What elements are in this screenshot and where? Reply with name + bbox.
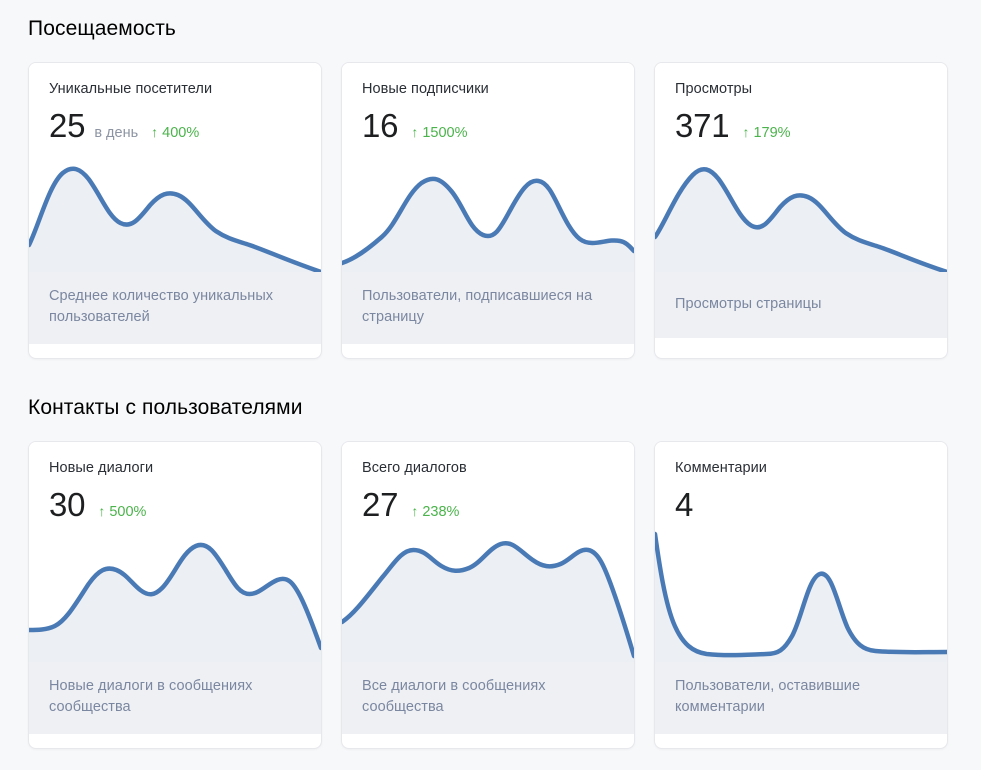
card-delta-value: 179%	[753, 125, 791, 141]
section-attendance: Посещаемость Уникальные посетители 25 в …	[28, 16, 953, 359]
card-footer: Среднее количество уникальных пользовате…	[29, 272, 321, 344]
section-title-user-contacts: Контакты с пользователями	[28, 396, 303, 419]
arrow-up-icon: ↑	[411, 124, 419, 140]
card-delta-total-dialogs: ↑ 238%	[411, 502, 459, 521]
stat-card-views[interactable]: Просмотры 371 ↑ 179%	[654, 62, 948, 359]
card-delta-value: 400%	[162, 125, 200, 141]
card-caption-comments: Пользователи, оставившие комментарии	[675, 678, 861, 715]
card-title-views: Просмотры	[675, 81, 753, 97]
card-value-new-subscribers: 16	[362, 107, 399, 144]
arrow-up-icon: ↑	[411, 503, 419, 519]
sparkline-new-subscribers	[342, 147, 634, 272]
card-title-comments: Комментарии	[675, 460, 767, 476]
arrow-up-icon: ↑	[151, 124, 159, 140]
sparkline-views	[655, 147, 947, 272]
card-value-row: 30 ↑ 500%	[49, 486, 301, 524]
card-value-total-dialogs: 27	[362, 486, 399, 523]
card-value-row: 25 в день ↑ 400%	[49, 107, 301, 145]
card-title-total-dialogs: Всего диалогов	[362, 460, 467, 476]
stat-card-total-dialogs[interactable]: Всего диалогов 27 ↑ 238%	[341, 441, 635, 749]
card-header: Новые подписчики 16 ↑ 1500%	[342, 63, 634, 145]
card-value-views: 371	[675, 107, 730, 144]
arrow-up-icon: ↑	[98, 503, 106, 519]
card-caption-unique-visitors: Среднее количество уникальных пользовате…	[49, 288, 274, 325]
card-header: Просмотры 371 ↑ 179%	[655, 63, 947, 145]
card-value-row: 4	[675, 486, 927, 524]
attendance-cards-row: Уникальные посетители 25 в день ↑ 400%	[28, 62, 953, 359]
sparkline-comments	[655, 526, 947, 662]
card-delta-unique-visitors: ↑ 400%	[151, 123, 199, 142]
section-title-attendance: Посещаемость	[28, 17, 176, 40]
card-caption-total-dialogs: Все диалоги в сообщениях сообщества	[362, 678, 546, 715]
card-footer: Пользователи, подписавшиеся на страницу	[342, 272, 634, 344]
card-delta-new-subscribers: ↑ 1500%	[411, 123, 467, 142]
card-caption-new-dialogs: Новые диалоги в сообщениях сообщества	[49, 678, 253, 715]
card-value-new-dialogs: 30	[49, 486, 86, 523]
card-footer: Просмотры страницы	[655, 272, 947, 338]
card-delta-value: 238%	[422, 504, 460, 520]
card-title-new-dialogs: Новые диалоги	[49, 460, 154, 476]
card-delta-value: 500%	[109, 504, 147, 520]
card-value-comments: 4	[675, 486, 694, 523]
user-contacts-cards-row: Новые диалоги 30 ↑ 500%	[28, 441, 953, 749]
card-title-unique-visitors: Уникальные посетители	[49, 81, 213, 97]
card-header: Комментарии 4	[655, 442, 947, 524]
card-caption-new-subscribers: Пользователи, подписавшиеся на страницу	[362, 288, 593, 325]
card-delta-value: 1500%	[422, 125, 468, 141]
sparkline-total-dialogs	[342, 526, 634, 662]
sparkline-unique-visitors	[29, 147, 321, 272]
card-value-row: 371 ↑ 179%	[675, 107, 927, 145]
card-footer: Пользователи, оставившие комментарии	[655, 662, 947, 734]
card-value-unique-visitors: 25	[49, 107, 86, 144]
sparkline-new-dialogs	[29, 526, 321, 662]
section-user-contacts: Контакты с пользователями Новые диалоги …	[28, 395, 953, 749]
card-footer: Новые диалоги в сообщениях сообщества	[29, 662, 321, 734]
card-header: Всего диалогов 27 ↑ 238%	[342, 442, 634, 524]
card-title-new-subscribers: Новые подписчики	[362, 81, 489, 97]
card-header: Новые диалоги 30 ↑ 500%	[29, 442, 321, 524]
arrow-up-icon: ↑	[742, 124, 750, 140]
stat-card-unique-visitors[interactable]: Уникальные посетители 25 в день ↑ 400%	[28, 62, 322, 359]
card-unit-unique-visitors: в день	[94, 125, 139, 141]
card-value-row: 16 ↑ 1500%	[362, 107, 614, 145]
card-delta-views: ↑ 179%	[742, 123, 790, 142]
stat-card-comments[interactable]: Комментарии 4 Пользователи, оставившие к…	[654, 441, 948, 749]
stat-card-new-dialogs[interactable]: Новые диалоги 30 ↑ 500%	[28, 441, 322, 749]
card-footer: Все диалоги в сообщениях сообщества	[342, 662, 634, 734]
card-header: Уникальные посетители 25 в день ↑ 400%	[29, 63, 321, 145]
stat-card-new-subscribers[interactable]: Новые подписчики 16 ↑ 1500%	[341, 62, 635, 359]
card-delta-new-dialogs: ↑ 500%	[98, 502, 146, 521]
card-caption-views: Просмотры страницы	[675, 295, 822, 312]
card-value-row: 27 ↑ 238%	[362, 486, 614, 524]
